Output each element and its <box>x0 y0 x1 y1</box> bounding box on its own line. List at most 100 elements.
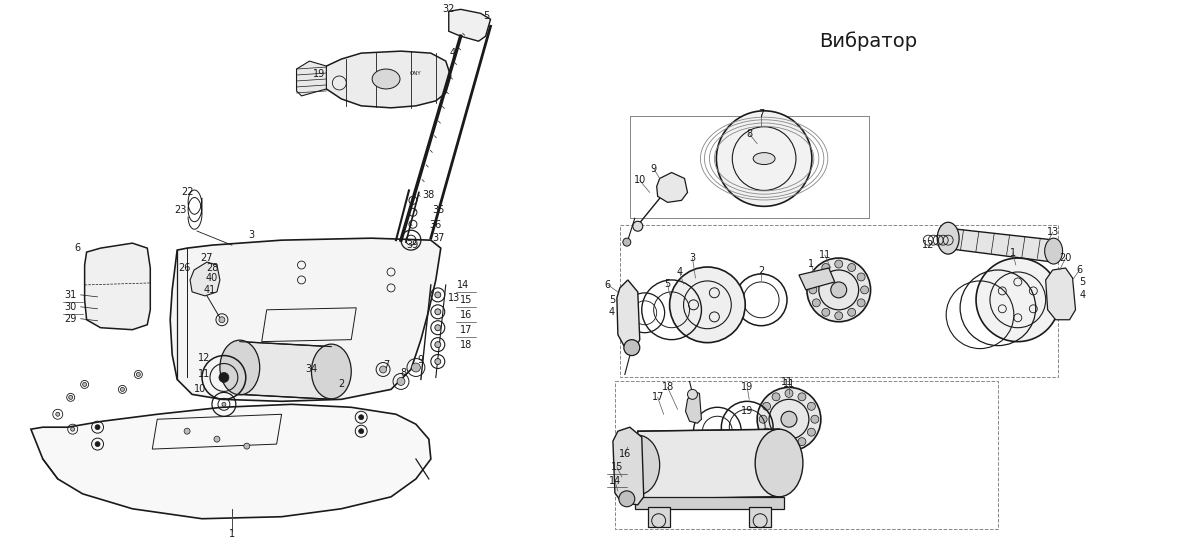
Circle shape <box>858 299 865 307</box>
Circle shape <box>95 425 100 430</box>
Polygon shape <box>657 172 688 202</box>
Text: 2: 2 <box>758 266 764 276</box>
Text: 27: 27 <box>201 253 213 263</box>
Ellipse shape <box>756 429 803 497</box>
Circle shape <box>757 388 821 451</box>
Text: 13: 13 <box>448 293 460 303</box>
Text: 16: 16 <box>619 449 631 459</box>
Text: 23: 23 <box>173 205 187 215</box>
Circle shape <box>435 309 441 315</box>
Text: 4: 4 <box>450 48 456 58</box>
Circle shape <box>619 491 634 507</box>
Circle shape <box>56 412 59 416</box>
Polygon shape <box>685 391 701 423</box>
Text: 17: 17 <box>651 392 664 402</box>
Text: 1: 1 <box>808 259 814 269</box>
Text: 19: 19 <box>314 69 326 79</box>
Circle shape <box>808 428 815 436</box>
Ellipse shape <box>615 435 659 495</box>
Polygon shape <box>170 238 441 401</box>
Circle shape <box>95 442 100 447</box>
Circle shape <box>785 389 792 397</box>
Text: 11: 11 <box>819 250 830 260</box>
Polygon shape <box>944 228 1056 262</box>
Text: 9: 9 <box>418 354 424 365</box>
Circle shape <box>798 393 805 401</box>
Text: 3: 3 <box>248 230 254 240</box>
Polygon shape <box>449 9 491 41</box>
Circle shape <box>763 428 771 436</box>
Circle shape <box>807 258 871 322</box>
Circle shape <box>670 267 745 343</box>
Text: 37: 37 <box>432 233 446 243</box>
Polygon shape <box>84 243 151 330</box>
Text: 6: 6 <box>1076 265 1082 275</box>
Text: 1: 1 <box>1010 248 1016 258</box>
Text: 3: 3 <box>689 253 695 263</box>
Circle shape <box>411 363 421 372</box>
Circle shape <box>359 429 364 434</box>
Text: 40: 40 <box>206 273 219 283</box>
Polygon shape <box>634 497 784 509</box>
Text: 5: 5 <box>484 11 489 21</box>
Text: 35: 35 <box>432 205 446 215</box>
Circle shape <box>772 393 781 401</box>
Polygon shape <box>800 268 835 290</box>
Text: 29: 29 <box>64 314 77 324</box>
Text: 15: 15 <box>460 295 472 305</box>
Text: 20: 20 <box>1060 253 1072 263</box>
Text: 8: 8 <box>746 128 752 139</box>
Ellipse shape <box>220 340 260 395</box>
Polygon shape <box>297 61 327 96</box>
Circle shape <box>763 402 771 410</box>
Text: 19: 19 <box>741 406 753 416</box>
Circle shape <box>977 258 1060 341</box>
Text: 15: 15 <box>611 462 623 472</box>
Text: 22: 22 <box>181 188 194 197</box>
Circle shape <box>219 372 229 383</box>
Circle shape <box>772 437 781 446</box>
Text: 10: 10 <box>194 384 207 395</box>
Text: 14: 14 <box>608 476 621 486</box>
Circle shape <box>214 436 220 442</box>
Text: 13: 13 <box>1047 227 1059 237</box>
Circle shape <box>222 402 226 406</box>
Text: 4: 4 <box>608 307 615 317</box>
Circle shape <box>624 340 640 356</box>
Text: 10: 10 <box>633 176 646 185</box>
Polygon shape <box>323 51 450 108</box>
Text: 9: 9 <box>651 164 657 173</box>
Circle shape <box>830 282 847 298</box>
Circle shape <box>822 263 829 272</box>
Text: 5: 5 <box>1080 277 1086 287</box>
Circle shape <box>813 299 821 307</box>
Text: 17: 17 <box>460 325 472 335</box>
Circle shape <box>435 359 441 365</box>
Text: 5: 5 <box>664 279 671 289</box>
Polygon shape <box>240 341 331 399</box>
Circle shape <box>120 388 125 391</box>
Circle shape <box>633 221 643 231</box>
Circle shape <box>435 325 441 331</box>
Text: 18: 18 <box>662 383 674 392</box>
Polygon shape <box>31 404 431 519</box>
Text: 28: 28 <box>206 263 219 273</box>
Polygon shape <box>613 427 644 505</box>
Circle shape <box>809 286 817 294</box>
Text: 2: 2 <box>339 379 345 389</box>
Text: 7: 7 <box>758 109 764 119</box>
Circle shape <box>69 395 72 399</box>
Circle shape <box>811 415 819 423</box>
Ellipse shape <box>937 222 959 254</box>
Text: 11: 11 <box>198 370 210 379</box>
Circle shape <box>359 415 364 420</box>
Text: 34: 34 <box>305 364 317 375</box>
Text: 11: 11 <box>783 379 795 389</box>
Text: 5: 5 <box>608 295 615 305</box>
Circle shape <box>137 372 140 377</box>
Text: 30: 30 <box>64 302 77 312</box>
Circle shape <box>623 238 631 246</box>
Text: 12: 12 <box>198 352 210 363</box>
Circle shape <box>688 389 697 399</box>
Circle shape <box>822 308 829 317</box>
